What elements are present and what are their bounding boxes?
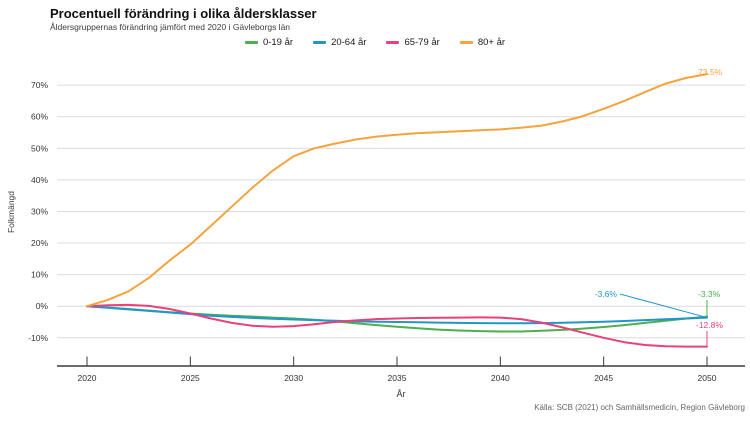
legend-swatch-65-79-icon: [386, 41, 400, 44]
y-tick-label: 70%: [31, 80, 48, 90]
legend-label: 65-79 år: [404, 37, 440, 48]
legend-item-80plus[interactable]: 80+ år: [459, 37, 506, 48]
legend-swatch-0-19-icon: [244, 41, 258, 44]
series-line-65-79 år: [86, 303, 708, 348]
y-tick-label: 40%: [31, 175, 48, 185]
x-tick-label: 2040: [491, 373, 510, 383]
chart-subtitle: Åldersgruppernas förändring jämfört med …: [50, 22, 291, 32]
legend-label: 0-19 år: [262, 37, 294, 48]
legend-label: 20-64 år: [331, 37, 367, 48]
legend-item-0-19[interactable]: 0-19 år: [244, 37, 294, 48]
legend-label: 80+ år: [477, 37, 506, 48]
x-tick-label: 2035: [388, 373, 407, 383]
y-tick-label: 20%: [31, 238, 48, 248]
chart-title: Procentuell förändring i olika ålderskla…: [50, 6, 317, 21]
x-tick-label: 2050: [698, 373, 717, 383]
end-label: -3.3%: [698, 289, 721, 299]
y-tick-label: 50%: [31, 143, 48, 153]
y-tick-label: -10%: [28, 333, 48, 343]
x-tick-label: 2045: [594, 373, 613, 383]
end-label: -3.6%: [595, 289, 618, 299]
end-label: 73.5%: [698, 67, 723, 77]
end-label: -12.8%: [696, 320, 723, 330]
y-tick-label: 10%: [31, 270, 48, 280]
source-note: Källa: SCB (2021) och Samhällsmedicin, R…: [534, 403, 745, 412]
y-tick-label: 0%: [36, 301, 49, 311]
x-tick-label: 2030: [284, 373, 303, 383]
x-tick-label: 2020: [78, 373, 97, 383]
series-line-20-64 år: [86, 305, 708, 325]
end-label-callout: [619, 293, 708, 319]
legend: 0-19 år 20-64 år 65-79 år 80+ år: [0, 37, 750, 48]
x-axis-title: År: [396, 389, 406, 399]
y-tick-label: 60%: [31, 112, 48, 122]
legend-item-65-79[interactable]: 65-79 år: [386, 37, 440, 48]
legend-swatch-20-64-icon: [313, 41, 327, 44]
y-tick-label: 30%: [31, 206, 48, 216]
legend-item-20-64[interactable]: 20-64 år: [313, 37, 366, 48]
x-tick-label: 2025: [181, 373, 200, 383]
legend-swatch-80plus-icon: [459, 41, 473, 44]
series-line-80+ år: [86, 73, 708, 308]
